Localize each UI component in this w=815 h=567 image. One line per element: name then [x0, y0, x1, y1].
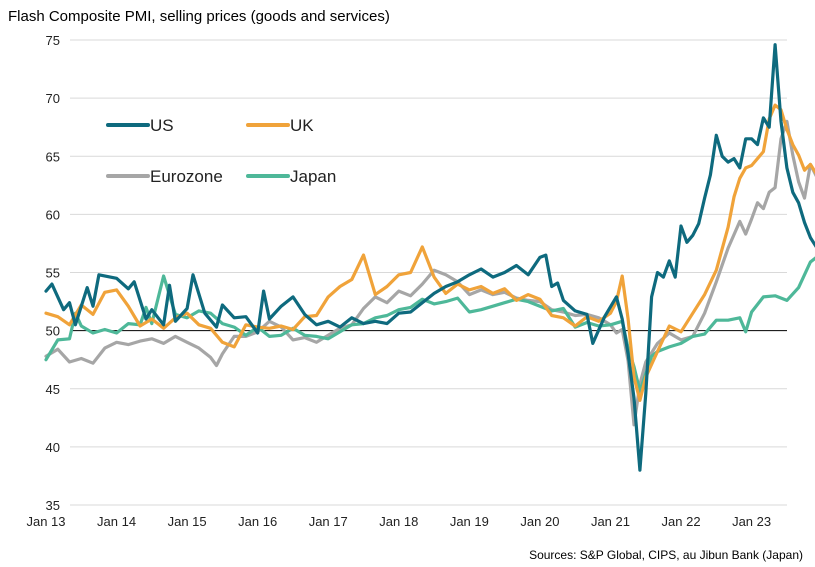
y-tick-label: 35: [46, 498, 60, 513]
y-tick-label: 45: [46, 382, 60, 397]
x-axis: Jan 13 Jan 14 Jan 15 Jan 16 Jan 17 Jan 18 Jan …: [26, 514, 771, 529]
x-tick-label: Jan 15: [168, 514, 207, 529]
chart-title: Flash Composite PMI, selling prices (goo…: [8, 8, 390, 25]
x-tick-label: Jan 18: [379, 514, 418, 529]
legend-label-us: US: [150, 116, 174, 135]
x-tick-label: Jan 17: [309, 514, 348, 529]
legend-label-eurozone: Eurozone: [150, 167, 223, 186]
y-tick-label: 60: [46, 207, 60, 222]
series-line-japan: [44, 256, 815, 393]
series-line-uk: [44, 103, 815, 402]
x-tick-label: Jan 14: [97, 514, 136, 529]
x-tick-label: Jan 22: [662, 514, 701, 529]
y-tick-label: 65: [46, 149, 60, 164]
y-tick-label: 55: [46, 266, 60, 281]
y-tick-label: 50: [46, 324, 60, 339]
y-tick-label: 75: [46, 33, 60, 48]
y-tick-label: 40: [46, 440, 60, 455]
source-note: Sources: S&P Global, CIPS, au Jibun Bank…: [529, 548, 803, 562]
x-tick-label: Jan 16: [238, 514, 277, 529]
x-tick-label: Jan 20: [520, 514, 559, 529]
legend-label-japan: Japan: [290, 167, 336, 186]
x-tick-label: Jan 23: [732, 514, 771, 529]
x-tick-label: Jan 13: [26, 514, 65, 529]
series-line-us: [44, 43, 815, 472]
legend-label-uk: UK: [290, 116, 314, 135]
gridlines: [70, 39, 787, 506]
y-axis: 35 40 45 50 55 60 65 70 75: [46, 33, 60, 513]
x-tick-label: Jan 19: [450, 514, 489, 529]
x-tick-label: Jan 21: [591, 514, 630, 529]
legend: US UK Eurozone Japan: [106, 116, 336, 186]
y-tick-label: 70: [46, 91, 60, 106]
series-lines: [44, 43, 815, 472]
